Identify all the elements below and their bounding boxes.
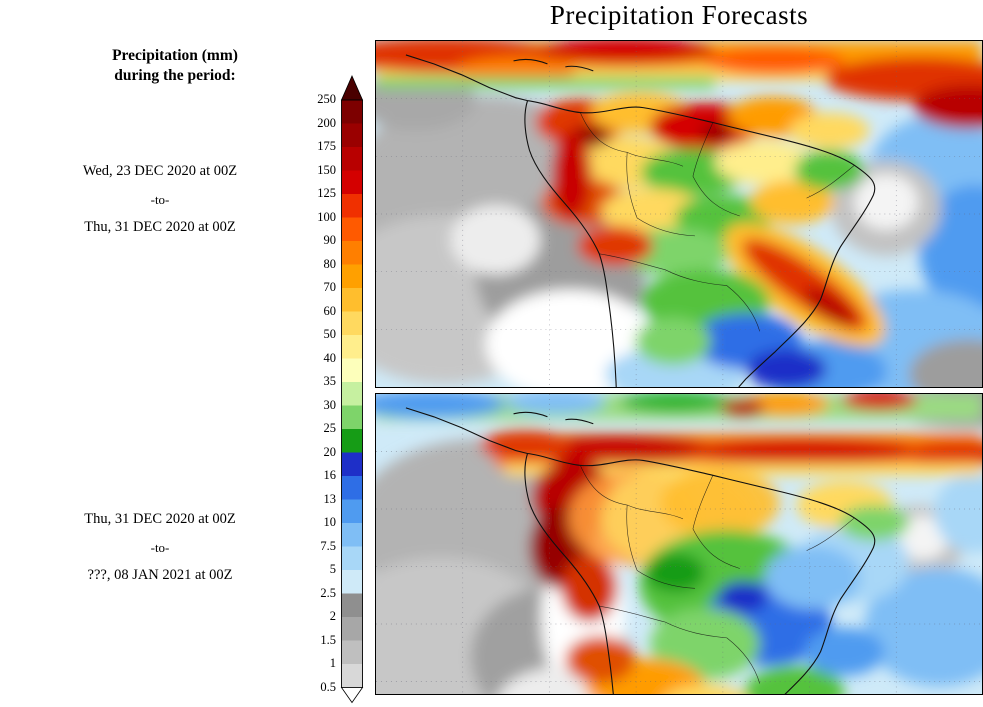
- scale-band: [341, 405, 363, 430]
- scale-tick-label: 1.5: [320, 632, 336, 647]
- scale-band: [341, 241, 363, 266]
- map-week1-image: [376, 41, 982, 387]
- scale-tick-label: 50: [323, 327, 337, 341]
- map-week2-image: [376, 394, 982, 694]
- precip-field-week2: [376, 394, 982, 694]
- scale-band: [341, 499, 363, 524]
- scale-band: [341, 452, 363, 477]
- map-panel-week1: [375, 40, 983, 388]
- period-1-start: Wed, 23 DEC 2020 at 00Z: [82, 163, 238, 179]
- period-1-separator: -to-: [150, 192, 170, 207]
- scale-tick-label: 200: [317, 115, 336, 130]
- color-scale-bar: [340, 75, 364, 704]
- precipitation-color-scale: 250 200 175 150 125 100 90 80 70 60 50 40 35 30 25 20 16…: [300, 75, 380, 704]
- scale-band: [341, 546, 363, 571]
- scale-band: [341, 100, 363, 125]
- scale-tick-label: 60: [323, 303, 337, 318]
- scale-tick-label: 2.5: [320, 585, 336, 600]
- scale-tick-label: 10: [323, 515, 337, 529]
- scale-band: [341, 617, 363, 642]
- scale-band: [341, 570, 363, 595]
- scale-underflow-arrow: [340, 687, 364, 704]
- scale-tick-label: 125: [317, 186, 336, 200]
- page-title: Precipitation Forecasts: [549, 0, 809, 30]
- scale-tick-label: 20: [323, 444, 337, 459]
- scale-band: [341, 523, 363, 548]
- scale-tick-label: 2: [329, 609, 336, 623]
- precip-field-week1: [376, 41, 982, 387]
- scale-band: [341, 640, 363, 665]
- scale-tick-label: 5: [329, 562, 336, 576]
- scale-tick-label: 100: [317, 209, 336, 224]
- scale-tick-label: 70: [323, 280, 337, 294]
- scale-band: [341, 429, 363, 454]
- scale-band: [341, 217, 363, 242]
- scale-overflow-arrow: [340, 75, 364, 101]
- scale-band: [341, 335, 363, 360]
- scale-band: [341, 664, 363, 689]
- scale-tick-label: 1: [329, 656, 336, 670]
- scale-band: [341, 311, 363, 336]
- graticule: [376, 394, 982, 694]
- scale-band: [341, 288, 363, 313]
- scale-tick-label: 16: [323, 468, 337, 482]
- legend-heading-line2: during the period:: [114, 67, 236, 85]
- coastline: [405, 407, 876, 694]
- scale-tick-label: 0.5: [320, 679, 336, 694]
- scale-tick-label: 175: [317, 139, 336, 153]
- scale-tick-label: 150: [317, 162, 336, 177]
- period-1: Wed, 23 DEC 2020 at 00Z -to- Thu, 31 DEC…: [10, 162, 310, 246]
- legend-heading-line1: Precipitation (mm): [112, 47, 238, 64]
- scale-band: [341, 358, 363, 383]
- scale-tick-label: 90: [323, 233, 337, 247]
- map-panel-week2: [375, 393, 983, 695]
- scale-tick-label: 80: [323, 256, 337, 271]
- scale-tick-label: 40: [323, 350, 337, 365]
- scale-tick-label: 250: [317, 92, 336, 106]
- scale-band: [341, 194, 363, 219]
- country-borders: [580, 112, 855, 332]
- country-borders: [580, 465, 855, 684]
- period-2-end: ???, 08 JAN 2021 at 00Z: [87, 567, 233, 583]
- period-2-separator: -to-: [150, 540, 170, 555]
- scale-band: [341, 147, 363, 172]
- scale-band: [341, 170, 363, 195]
- graticule: [376, 41, 982, 387]
- scale-band: [341, 476, 363, 501]
- scale-tick-label: 7.5: [320, 538, 336, 553]
- scale-band: [341, 264, 363, 289]
- legend-heading: Precipitation (mm) during the period:: [35, 46, 315, 87]
- scale-band: [341, 593, 363, 618]
- period-2-start: Thu, 31 DEC 2020 at 00Z: [84, 511, 236, 527]
- scale-band: [341, 382, 363, 407]
- period-1-end: Thu, 31 DEC 2020 at 00Z: [84, 219, 236, 235]
- coastline: [405, 54, 876, 387]
- scale-tick-label: 25: [323, 421, 337, 435]
- scale-tick-label: 35: [323, 374, 337, 388]
- scale-tick-label: 13: [323, 491, 337, 506]
- scale-tick-label: 30: [323, 397, 337, 412]
- scale-band: [341, 123, 363, 148]
- period-2: Thu, 31 DEC 2020 at 00Z -to- ???, 08 JAN…: [10, 510, 310, 594]
